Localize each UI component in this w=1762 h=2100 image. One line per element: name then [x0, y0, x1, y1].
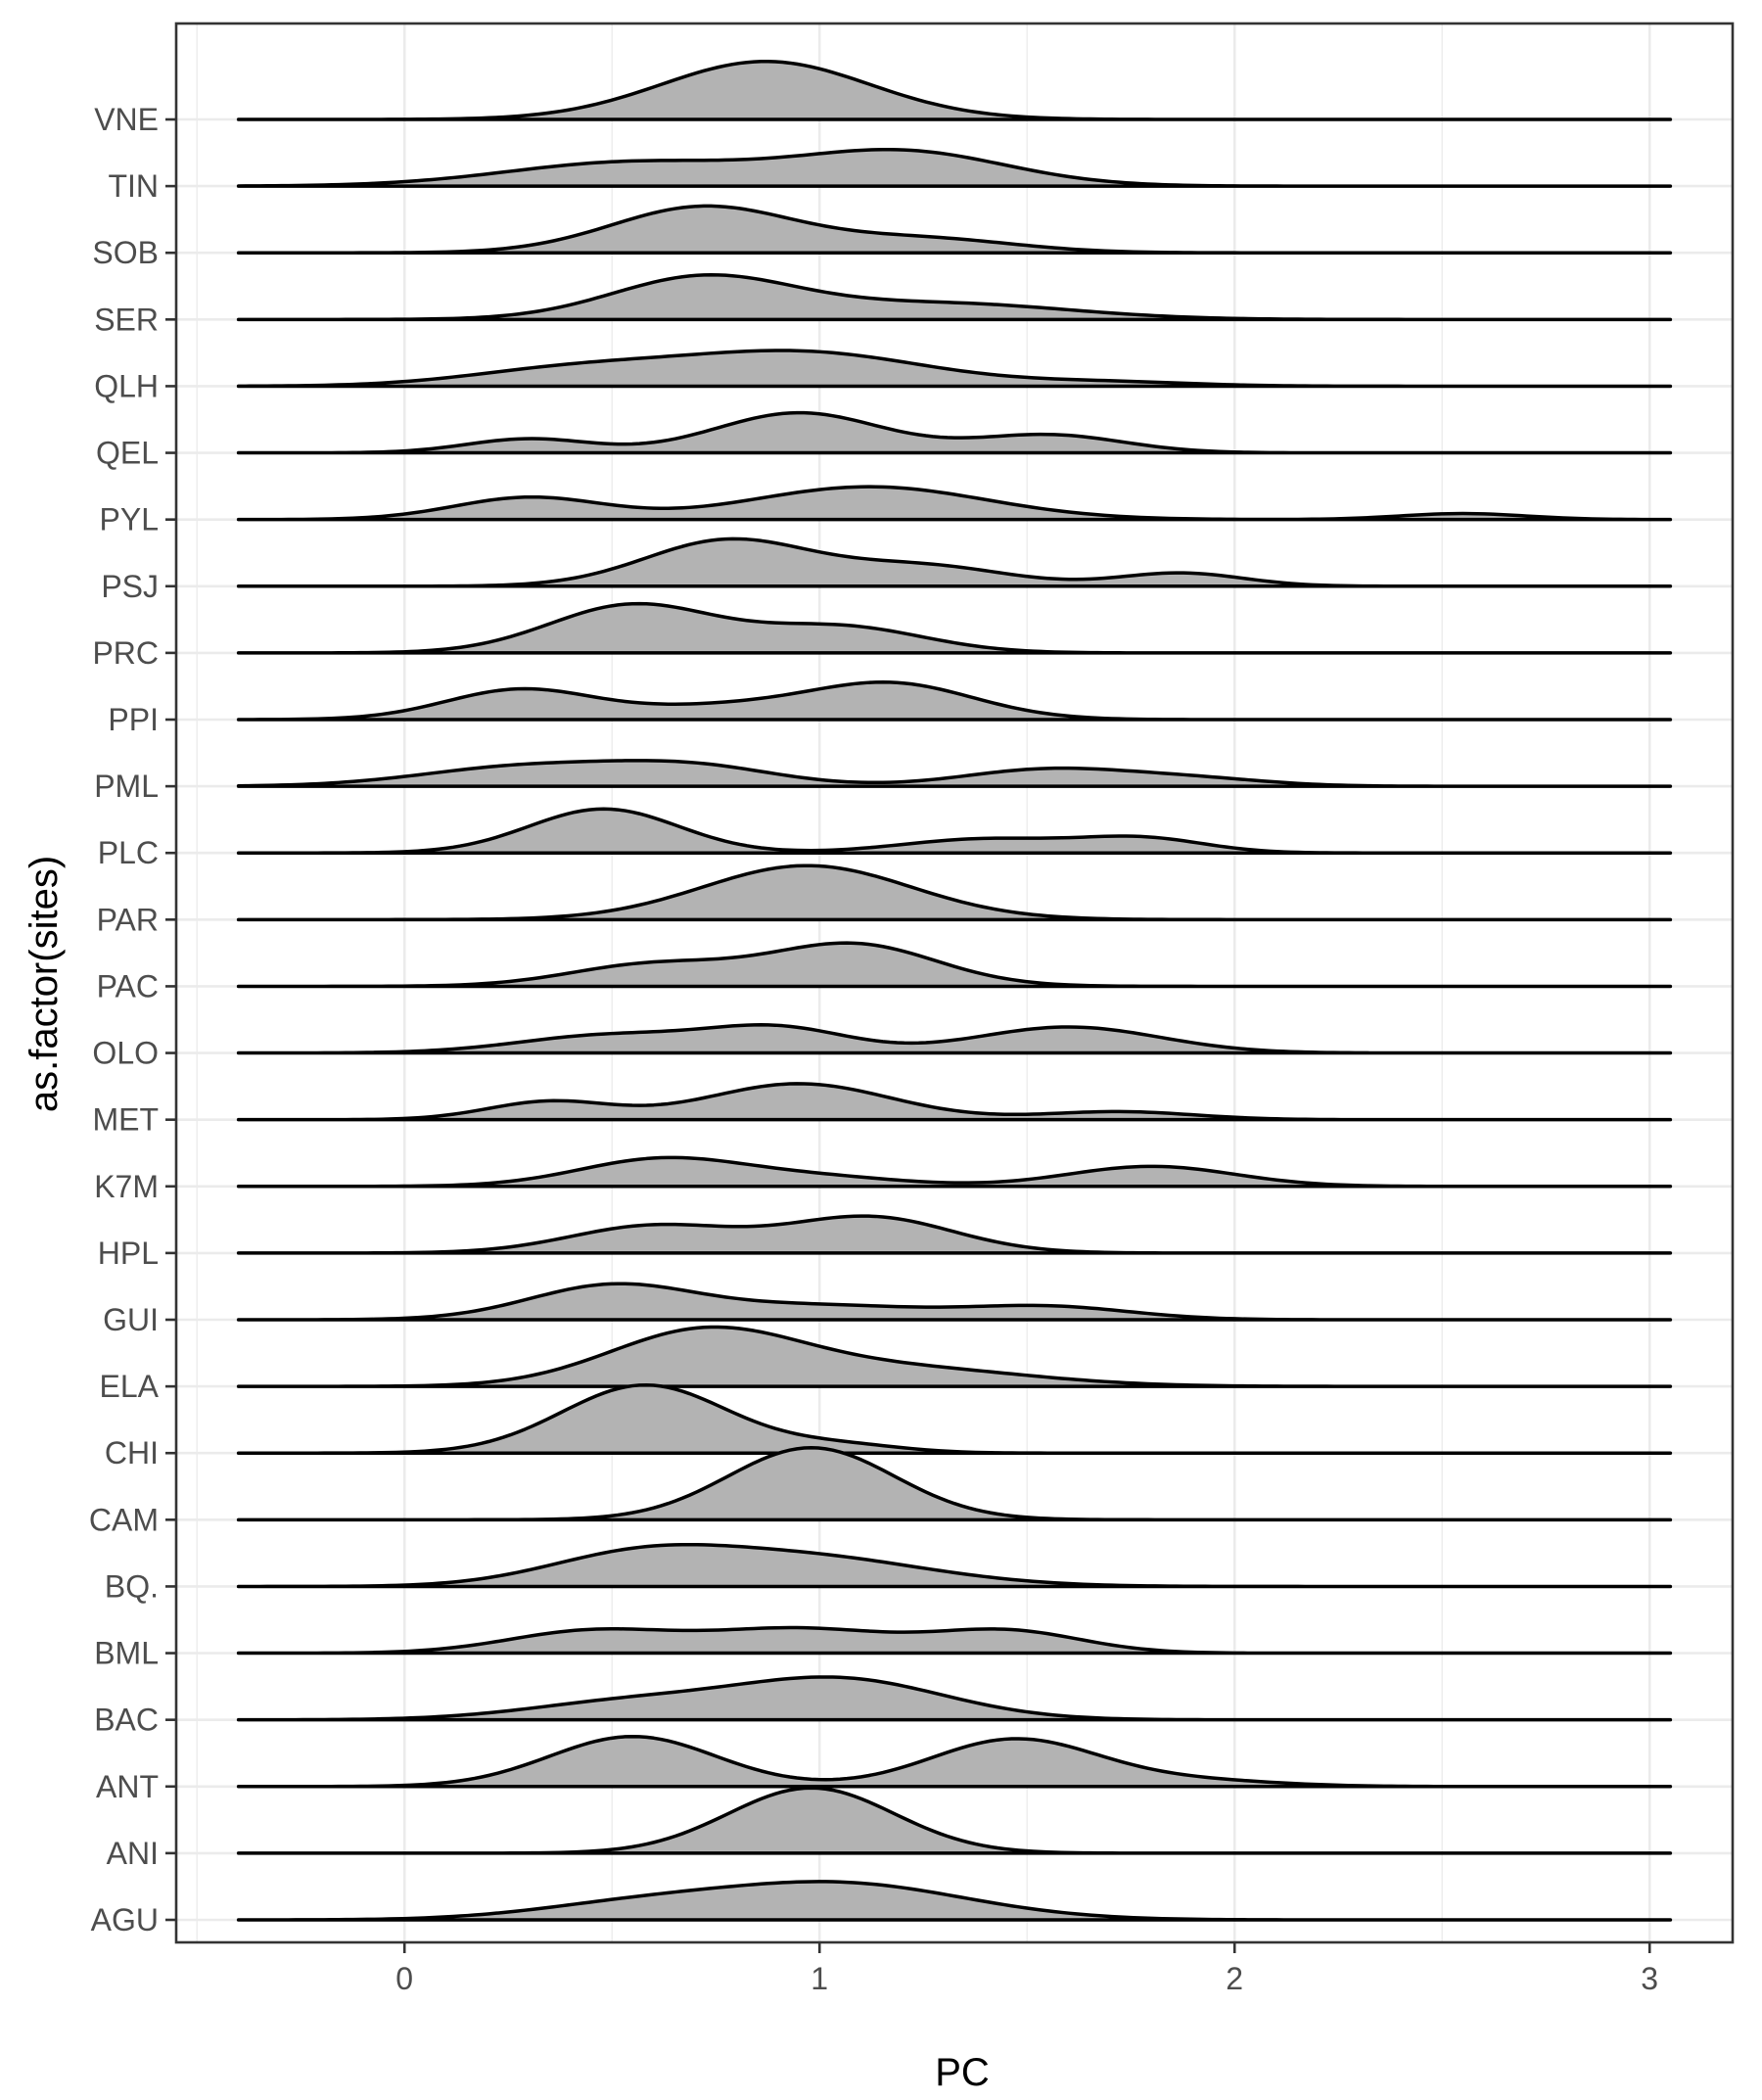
y-tick-label-PML: PML	[94, 769, 159, 804]
y-tick-label-QEL: QEL	[96, 436, 159, 471]
y-tick-label-GUI: GUI	[103, 1302, 159, 1337]
ridge-HPL	[236, 1214, 1673, 1255]
y-tick-label-PPI: PPI	[108, 702, 159, 737]
ridge-MET	[236, 1082, 1673, 1122]
ridge-PPI	[236, 679, 1673, 722]
y-tick-label-AGU: AGU	[91, 1902, 159, 1937]
y-tick-label-MET: MET	[92, 1102, 159, 1138]
y-tick-label-CAM: CAM	[89, 1502, 159, 1537]
y-tick-label-ANT: ANT	[96, 1769, 159, 1804]
y-tick-label-K7M: K7M	[94, 1169, 159, 1204]
y-tick-label-PAR: PAR	[97, 902, 159, 937]
ridge-ANT	[236, 1734, 1673, 1789]
ridge-QLH	[236, 349, 1673, 389]
y-tick-label-PYL: PYL	[100, 502, 159, 537]
ridge-PAR	[236, 863, 1673, 922]
ridge-PLC	[236, 807, 1673, 855]
ridge-PYL	[236, 485, 1673, 522]
x-axis-title: PC	[935, 2051, 990, 2094]
y-tick-label-QLH: QLH	[94, 368, 159, 403]
ridge-AGU	[236, 1880, 1673, 1922]
panel-border	[174, 22, 1735, 1944]
ridge-GUI	[236, 1282, 1673, 1322]
y-tick-label-OLO: OLO	[92, 1036, 159, 1071]
x-axis: 0 1 2 3	[395, 1942, 1658, 1996]
y-tick-label-VNE: VNE	[94, 102, 159, 137]
ridge-ANI	[236, 1786, 1673, 1855]
ridge-K7M	[236, 1155, 1673, 1189]
ridge-PRC	[236, 601, 1673, 655]
ridge-BAC	[236, 1675, 1673, 1722]
ridge-OLO	[236, 1023, 1673, 1055]
ridge-ELA	[236, 1325, 1673, 1388]
x-tick-label: 0	[395, 1961, 413, 1996]
ridge-TIN	[236, 147, 1673, 188]
y-tick-label-BQ.: BQ.	[105, 1568, 159, 1604]
y-tick-label-BML: BML	[94, 1636, 159, 1671]
y-tick-label-PRC: PRC	[92, 635, 159, 671]
ridge-VNE	[236, 60, 1673, 121]
x-tick-label: 2	[1226, 1961, 1243, 1996]
ridge-BML	[236, 1625, 1673, 1656]
ridge-series	[236, 60, 1673, 1922]
ridge-QEL	[236, 410, 1673, 455]
y-tick-label-PLC: PLC	[98, 835, 159, 870]
y-tick-label-TIN: TIN	[108, 168, 159, 204]
x-tick-label: 1	[811, 1961, 828, 1996]
ridge-PAC	[236, 941, 1673, 989]
y-tick-label-PAC: PAC	[97, 968, 159, 1003]
y-tick-label-ANI: ANI	[107, 1836, 159, 1871]
y-tick-label-SER: SER	[94, 302, 159, 337]
y-axis: AGU ANI ANT BAC BML BQ. CAM CHI ELA GUI HPL K7M MET O…	[89, 102, 176, 1937]
ridge-SER	[236, 272, 1673, 322]
y-tick-label-HPL: HPL	[98, 1236, 159, 1271]
ridge-BQ.	[236, 1542, 1673, 1589]
y-axis-title: as.factor(sites)	[23, 856, 66, 1112]
ridge-CAM	[236, 1446, 1673, 1522]
y-tick-label-ELA: ELA	[100, 1369, 160, 1404]
ridge-CHI	[236, 1382, 1673, 1455]
y-tick-label-BAC: BAC	[94, 1703, 159, 1738]
x-tick-label: 3	[1641, 1961, 1658, 1996]
ridge-PML	[236, 759, 1673, 788]
ridge-PSJ	[236, 537, 1673, 588]
y-tick-label-SOB: SOB	[92, 235, 159, 270]
ridge-SOB	[236, 204, 1673, 255]
y-tick-label-PSJ: PSJ	[101, 569, 159, 604]
y-tick-label-CHI: CHI	[105, 1435, 159, 1470]
